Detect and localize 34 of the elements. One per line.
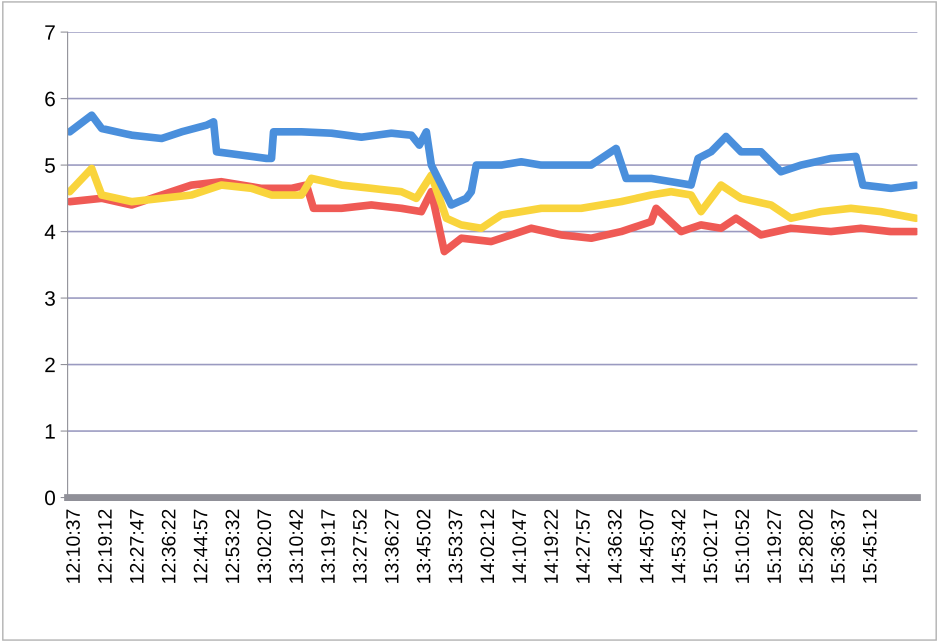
y-tick-label: 7 [45, 25, 55, 40]
y-tick-label: 2 [45, 358, 55, 372]
x-tick-label: 15:36:37 [830, 510, 845, 583]
x-tick-label: 13:45:02 [416, 510, 430, 583]
x-tick-label: 14:36:32 [608, 510, 622, 583]
x-tick-label: 15:28:02 [799, 510, 813, 583]
x-tick-label: 13:19:17 [321, 510, 335, 583]
x-tick-label: 12:27:47 [130, 510, 144, 583]
y-tick-label: 0 [45, 490, 55, 506]
x-tick-label: 12:19:12 [98, 510, 112, 583]
x-tick-label: 15:02:17 [704, 510, 718, 583]
x-tick-label: 14:02:12 [480, 510, 494, 583]
y-tick-label: 1 [46, 424, 55, 439]
x-tick-label: 13:27:52 [352, 510, 367, 583]
x-tick-label: 14:19:22 [544, 510, 558, 583]
x-tick-label: 14:53:42 [672, 510, 686, 583]
x-tick-label: 13:36:27 [384, 510, 399, 583]
x-tick-label: 14:10:47 [512, 510, 526, 583]
y-tick-label: 3 [45, 291, 55, 306]
x-tick-label: 14:27:57 [576, 510, 590, 583]
y-tick-label: 4 [44, 224, 56, 240]
y-tick-label: 5 [45, 158, 55, 173]
x-tick-label: 14:45:07 [640, 510, 654, 583]
x-tick-label: 13:10:42 [289, 510, 303, 583]
x-tick-label: 15:19:27 [767, 510, 781, 583]
x-tick-label: 15:45:12 [862, 510, 877, 583]
x-tick-label: 12:44:57 [194, 510, 208, 583]
y-tick-label: 6 [45, 92, 55, 106]
x-tick-label: 13:02:07 [257, 510, 272, 583]
x-tick-label: 12:36:22 [162, 510, 176, 583]
x-tick-label: 13:53:37 [448, 510, 462, 583]
x-tick-label: 15:10:52 [735, 510, 750, 583]
x-tick-label: 12:10:37 [66, 510, 80, 583]
x-tick-label: 12:53:32 [226, 510, 240, 583]
